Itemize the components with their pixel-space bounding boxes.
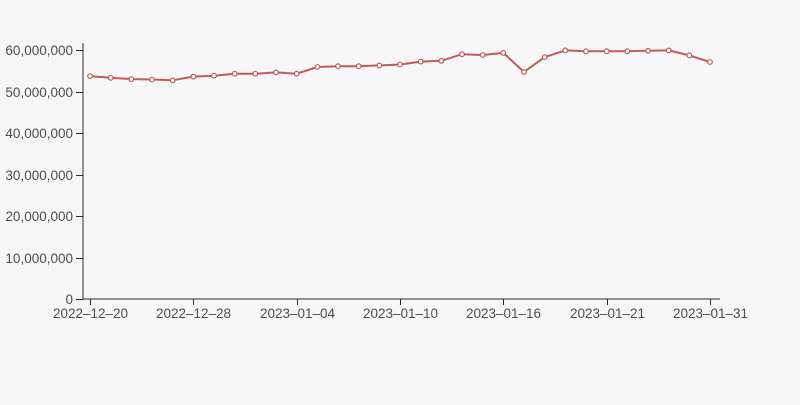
data-point-marker <box>417 58 424 65</box>
data-point-marker <box>665 47 672 54</box>
data-point-marker <box>438 57 445 64</box>
data-point-marker <box>624 48 631 55</box>
data-point-marker <box>459 51 465 58</box>
data-point-marker <box>707 59 713 65</box>
data-point-marker <box>603 48 610 55</box>
y-tick-label: 50,000,000 <box>5 85 73 100</box>
y-tick-label: 20,000,000 <box>5 209 73 224</box>
data-point-marker <box>335 63 341 70</box>
y-tick-label: 0 <box>65 292 73 307</box>
data-point-marker <box>87 73 93 79</box>
x-tick-label: 2023–01–21 <box>570 306 645 321</box>
data-point-marker <box>211 72 217 79</box>
data-point-marker <box>500 50 507 56</box>
data-point-marker <box>190 73 197 80</box>
x-tick-label: 2022–12–28 <box>156 306 231 321</box>
data-point-marker <box>376 62 383 69</box>
data-point-marker <box>355 63 362 70</box>
data-point-marker <box>169 77 176 84</box>
data-point-marker <box>128 76 135 82</box>
data-point-marker <box>293 70 300 77</box>
data-point-marker <box>314 64 321 70</box>
x-tick-label: 2023–01–10 <box>363 306 438 321</box>
x-tick-label: 2023–01–04 <box>260 306 336 321</box>
data-point-marker <box>645 47 651 54</box>
data-point-marker <box>479 52 486 58</box>
data-point-marker <box>686 52 693 59</box>
data-point-marker <box>252 70 259 77</box>
data-point-marker <box>521 69 527 75</box>
data-point-marker <box>562 47 569 54</box>
data-point-marker <box>149 76 155 83</box>
data-point-marker <box>107 74 114 81</box>
data-point-marker <box>397 61 403 68</box>
y-tick-label: 30,000,000 <box>5 168 73 183</box>
data-point-marker <box>273 69 279 76</box>
y-tick-label: 10,000,000 <box>5 251 73 266</box>
data-point-marker <box>583 48 589 55</box>
x-tick-label: 2023–01–16 <box>466 306 541 321</box>
data-point-marker <box>541 54 548 60</box>
x-tick-label: 2022–12–20 <box>53 306 128 321</box>
x-tick-label: 2023–01–31 <box>673 306 748 321</box>
y-tick-label: 40,000,000 <box>5 126 73 141</box>
data-point-marker <box>231 70 238 77</box>
y-tick-label: 60,000,000 <box>5 43 73 58</box>
